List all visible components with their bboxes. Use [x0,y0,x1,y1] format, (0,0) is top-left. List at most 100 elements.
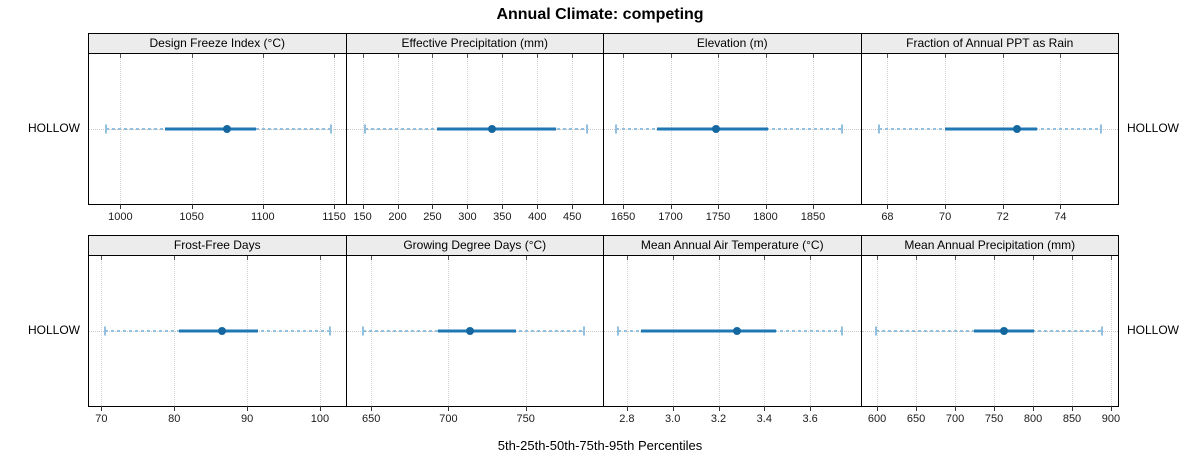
top-tick [1002,54,1004,58]
whisker-cap [616,326,619,336]
whisker-cap [877,124,880,134]
whisker-cap [330,124,333,134]
axis-tick-label: 3.0 [665,413,681,425]
axis-tick [994,406,996,411]
axis-tick-label: 70 [95,413,108,425]
panel-strip-title: Mean Annual Air Temperature (°C) [604,236,861,256]
median-dot [1000,327,1009,335]
axis-tick-label: 80 [168,413,181,425]
top-tick [1072,256,1073,260]
axis-tick-label: 350 [493,211,512,223]
axis-tick-label: 400 [528,211,547,223]
panel: Growing Degree Days (°C) 650 700 750 [345,235,604,425]
axis-tick-label: 90 [241,413,254,425]
top-tick [670,54,672,58]
axis-tick-label: 850 [1062,413,1082,425]
axis-tick [916,406,918,411]
top-tick [626,256,628,260]
axis-tick-label: 70 [938,211,952,223]
panel-body: 1650 1700 1750 1800 1850 [604,54,861,223]
whisker-cap [363,124,366,134]
axis-tick-label: 750 [516,413,535,425]
axis-tick-label: 68 [881,211,894,223]
top-tick [120,54,122,58]
top-tick [955,256,957,260]
panel: Mean Annual Precipitation (mm) 600 650 700 7… [860,235,1120,425]
axis-tick [191,204,193,209]
whisker-cap [874,326,877,336]
axis-tick-label: 1800 [753,211,778,223]
axis-tick-label: 3.6 [802,413,818,425]
axis-tick-label: 3.4 [756,413,772,425]
axis-tick-label: 150 [353,211,372,223]
axis-tick [1033,406,1035,411]
panel-row-top: Design Freeze Index (°C) 1000 1050 1100 1150… [88,33,1119,223]
top-tick [765,54,767,58]
axis-tick [1110,406,1112,411]
axis-tick-label: 700 [945,413,965,425]
panel-strip-title: Design Freeze Index (°C) [89,34,346,54]
axis-tick [397,204,399,209]
axis-tick [1060,204,1062,209]
axis-tick-label: 800 [1023,413,1043,425]
axis-tick-label: 300 [458,211,477,223]
top-tick [174,256,176,260]
panel-body: 600 650 700 750 800 850 900 [861,256,1120,425]
top-tick [397,54,399,58]
axis-tick-label: 700 [439,413,458,425]
panel-strip-title: Growing Degree Days (°C) [346,236,603,256]
panel-body: 650 700 750 [346,256,603,425]
top-tick [994,256,996,260]
top-tick [101,256,103,260]
axis-tick [765,204,767,209]
panel-row-bottom: Frost-Free Days 70 80 90 100 Growing Degree D… [88,235,1120,425]
median-dot [218,327,227,335]
panel-body: 150 200 250 300 350 400 450 [346,54,603,223]
axis-tick [120,204,122,209]
top-tick [1110,256,1112,260]
axis-tick [572,204,574,209]
axis-tick-label: 100 [310,413,330,425]
top-tick [1060,54,1062,58]
top-tick [813,54,814,58]
top-tick [623,54,624,58]
panel-strip-title: Fraction of Annual PPT as Rain [861,34,1118,54]
axis-tick [810,406,812,411]
top-tick [334,54,336,58]
axis-tick [448,406,450,411]
axis-tick-label: 1700 [658,211,683,223]
top-tick [525,256,527,260]
top-tick [502,54,504,58]
row1-left-label: HOLLOW [27,121,80,135]
axis-tick [502,204,504,209]
row2-left-label: HOLLOW [27,323,80,337]
whisker-cap [1099,124,1102,134]
axis-tick-label: 600 [867,413,887,425]
axis-tick [945,204,947,209]
panel: Fraction of Annual PPT as Rain 68 70 72 74 [860,33,1119,223]
top-tick [672,256,674,260]
whisker-cap [615,124,618,134]
top-tick [877,256,879,260]
row2-right-label: HOLLOW [1127,323,1180,337]
top-tick [191,54,193,58]
top-tick [945,54,947,58]
axis-tick-label: 1650 [610,211,636,223]
whisker-cap [585,124,588,134]
top-tick [448,256,450,260]
axis-tick [672,406,674,411]
chart-title: Annual Climate: competing [496,6,704,23]
axis-tick [877,406,879,411]
top-tick [916,256,918,260]
axis-tick [362,204,364,209]
axis-tick-label: 1150 [322,211,346,223]
axis-tick-label: 1050 [179,211,204,223]
whisker-cap [1100,326,1103,336]
axis-caption: 5th-25th-50th-75th-95th Percentiles [497,438,703,453]
axis-tick-label: 900 [1101,413,1121,425]
panel-strip-title: Frost-Free Days [89,236,346,256]
axis-tick-label: 750 [984,413,1004,425]
axis-tick-label: 450 [563,211,582,223]
axis-tick [174,406,176,411]
panel-body: 68 70 72 74 [861,54,1118,223]
